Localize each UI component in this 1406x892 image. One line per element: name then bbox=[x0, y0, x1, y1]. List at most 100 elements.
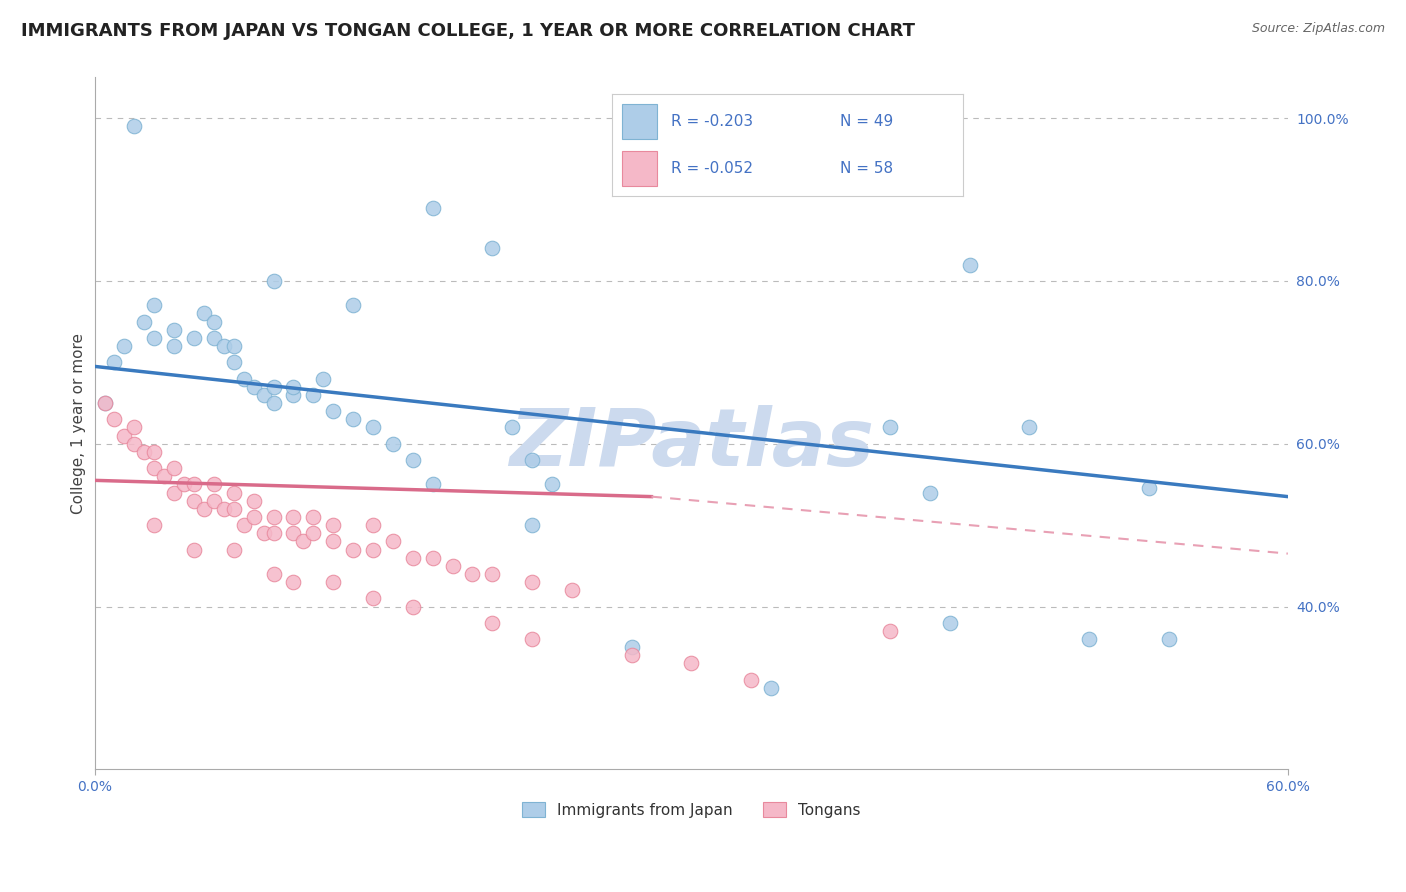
Point bbox=[322, 404, 344, 418]
Point bbox=[242, 510, 264, 524]
Point bbox=[263, 396, 285, 410]
Point bbox=[124, 120, 146, 134]
Point bbox=[134, 315, 156, 329]
Point bbox=[263, 274, 285, 288]
Point bbox=[361, 518, 384, 533]
Point bbox=[263, 566, 285, 581]
Point bbox=[283, 526, 305, 541]
Point bbox=[283, 510, 305, 524]
Point bbox=[242, 493, 264, 508]
Point bbox=[939, 615, 962, 630]
Text: R = -0.203: R = -0.203 bbox=[672, 114, 754, 128]
Point bbox=[361, 420, 384, 434]
Point bbox=[143, 445, 166, 459]
Point bbox=[222, 542, 245, 557]
Point bbox=[322, 575, 344, 590]
Point bbox=[263, 510, 285, 524]
Point bbox=[681, 657, 703, 671]
Point bbox=[461, 566, 484, 581]
Point bbox=[1078, 632, 1101, 646]
Point bbox=[361, 591, 384, 606]
Point bbox=[620, 640, 643, 655]
Point bbox=[183, 477, 205, 491]
Point bbox=[481, 615, 503, 630]
Point bbox=[232, 518, 254, 533]
Point bbox=[263, 380, 285, 394]
Point bbox=[103, 412, 125, 426]
Point bbox=[143, 331, 166, 345]
Text: IMMIGRANTS FROM JAPAN VS TONGAN COLLEGE, 1 YEAR OR MORE CORRELATION CHART: IMMIGRANTS FROM JAPAN VS TONGAN COLLEGE,… bbox=[21, 22, 915, 40]
Point bbox=[124, 436, 146, 450]
Point bbox=[212, 339, 235, 353]
Point bbox=[481, 241, 503, 255]
Legend: Immigrants from Japan, Tongans: Immigrants from Japan, Tongans bbox=[516, 796, 868, 824]
Point bbox=[422, 477, 444, 491]
Point bbox=[541, 477, 564, 491]
Point bbox=[183, 493, 205, 508]
Point bbox=[222, 485, 245, 500]
Text: N = 58: N = 58 bbox=[841, 161, 893, 176]
Point bbox=[103, 355, 125, 369]
Point bbox=[193, 501, 215, 516]
Text: Source: ZipAtlas.com: Source: ZipAtlas.com bbox=[1251, 22, 1385, 36]
Point bbox=[402, 599, 425, 614]
Point bbox=[402, 453, 425, 467]
Point bbox=[520, 518, 543, 533]
Point bbox=[312, 371, 335, 385]
Point bbox=[202, 477, 225, 491]
Point bbox=[422, 550, 444, 565]
Point bbox=[153, 469, 176, 483]
Point bbox=[302, 510, 325, 524]
Point bbox=[183, 542, 205, 557]
Point bbox=[163, 461, 186, 475]
Point bbox=[222, 355, 245, 369]
Point bbox=[202, 331, 225, 345]
Point bbox=[173, 477, 195, 491]
Point bbox=[143, 298, 166, 312]
Point bbox=[163, 339, 186, 353]
Point bbox=[252, 526, 274, 541]
Point bbox=[263, 526, 285, 541]
Point bbox=[183, 331, 205, 345]
Point bbox=[202, 493, 225, 508]
Point bbox=[143, 461, 166, 475]
Point bbox=[561, 583, 583, 598]
Point bbox=[93, 396, 115, 410]
Point bbox=[292, 534, 315, 549]
Point bbox=[112, 339, 135, 353]
Point bbox=[1018, 420, 1040, 434]
Point bbox=[879, 420, 901, 434]
Text: ZIPatlas: ZIPatlas bbox=[509, 405, 873, 483]
Point bbox=[381, 436, 404, 450]
Point bbox=[740, 673, 762, 687]
FancyBboxPatch shape bbox=[621, 104, 658, 139]
Point bbox=[520, 453, 543, 467]
Point bbox=[1157, 632, 1180, 646]
Point bbox=[112, 428, 135, 442]
Point bbox=[501, 420, 523, 434]
Point bbox=[134, 445, 156, 459]
Point bbox=[759, 681, 782, 695]
Point bbox=[93, 396, 115, 410]
Point bbox=[232, 371, 254, 385]
Point bbox=[124, 420, 146, 434]
Point bbox=[252, 388, 274, 402]
Point bbox=[381, 534, 404, 549]
Point bbox=[402, 550, 425, 565]
Point bbox=[481, 566, 503, 581]
Point bbox=[322, 534, 344, 549]
Point bbox=[1137, 482, 1160, 496]
Point bbox=[242, 380, 264, 394]
Y-axis label: College, 1 year or more: College, 1 year or more bbox=[72, 333, 86, 514]
Point bbox=[342, 412, 364, 426]
Point bbox=[302, 526, 325, 541]
Point bbox=[163, 323, 186, 337]
Point bbox=[302, 388, 325, 402]
FancyBboxPatch shape bbox=[621, 151, 658, 186]
Point bbox=[422, 201, 444, 215]
Point bbox=[342, 542, 364, 557]
Point bbox=[918, 485, 941, 500]
Point bbox=[283, 388, 305, 402]
Point bbox=[283, 380, 305, 394]
Point bbox=[202, 315, 225, 329]
